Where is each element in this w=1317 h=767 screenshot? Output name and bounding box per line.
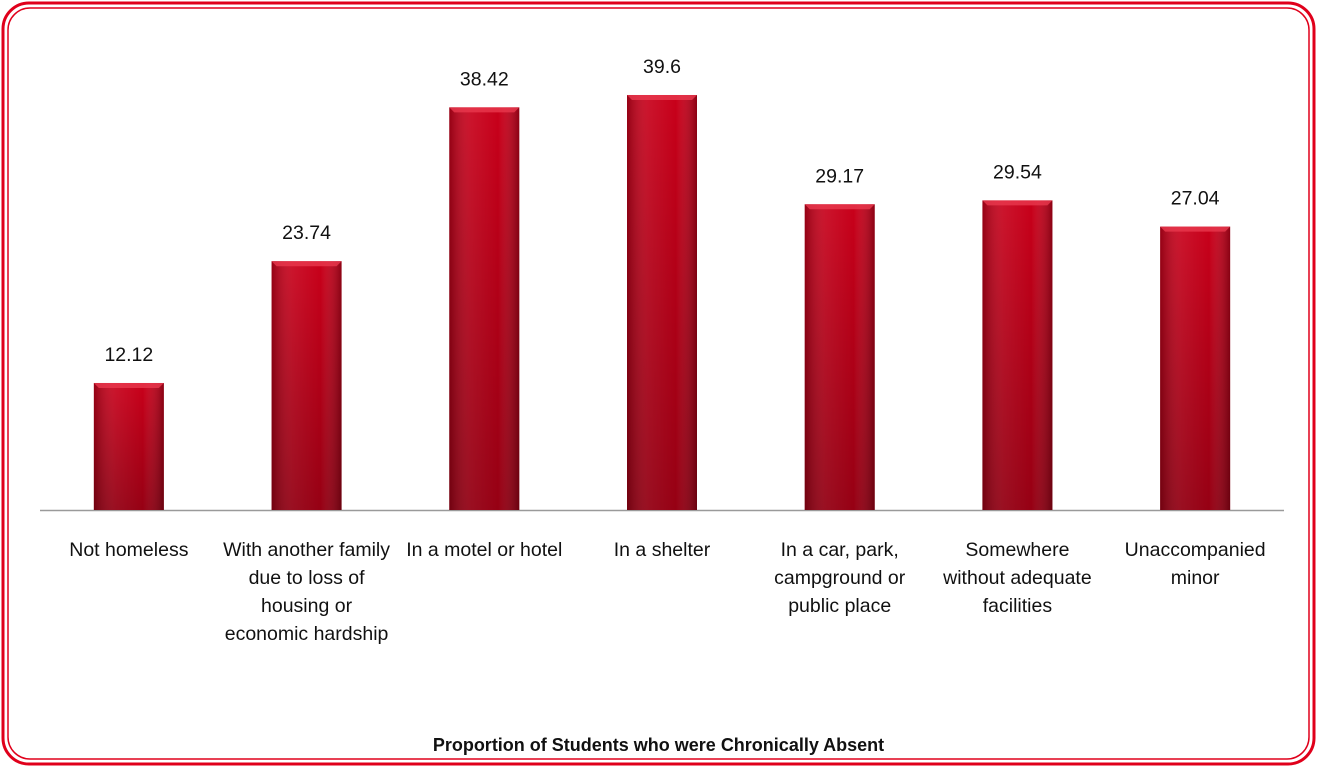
value-label: 23.74 [282, 222, 331, 244]
bar-shade [449, 107, 520, 510]
x-tick-label: Unaccompanied minor [1124, 539, 1266, 589]
bar-shade [1160, 226, 1231, 511]
bar-cap [804, 204, 875, 210]
value-label: 38.42 [460, 68, 509, 90]
x-tick-label: Somewhere without adequate facilities [943, 539, 1092, 617]
x-tick-label: Not homeless [69, 539, 189, 561]
bar-shade [627, 94, 697, 510]
bar-cap [271, 261, 342, 267]
bar-shade [93, 382, 164, 510]
bar-shade [982, 200, 1053, 510]
x-tick-label: With another family due to loss of housi… [223, 539, 391, 645]
value-label: 29.54 [993, 161, 1042, 183]
bar-cap [449, 107, 520, 113]
value-label: 39.6 [643, 56, 681, 78]
bar-shade [271, 261, 342, 510]
value-label: 12.12 [104, 344, 153, 366]
x-tick-label: In a shelter [613, 539, 711, 561]
chart-title: Proportion of Students who were Chronica… [432, 735, 885, 755]
value-label: 29.17 [815, 165, 864, 187]
bar-cap [627, 94, 697, 100]
bar-shade [804, 204, 875, 510]
x-tick-label: In a car, park, campground or public pla… [774, 539, 906, 617]
value-label: 27.04 [1171, 188, 1220, 210]
bar-cap [1160, 226, 1231, 232]
x-tick-label: In a motel or hotel [406, 539, 563, 561]
inner-frame [7, 7, 1310, 760]
bar-cap [93, 382, 164, 388]
bar-cap [982, 200, 1053, 206]
